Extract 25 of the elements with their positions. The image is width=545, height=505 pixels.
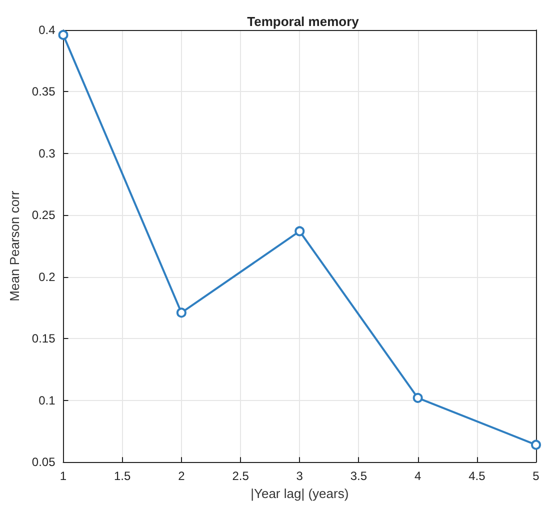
y-tick-label: 0.25 <box>32 208 56 222</box>
x-tick-label: 1.5 <box>114 469 132 484</box>
y-tick-label: 0.4 <box>38 23 56 37</box>
y-tick-label: 0.2 <box>38 270 56 284</box>
x-axis-title: |Year lag| (years) <box>250 486 349 501</box>
x-tick-label: 2.5 <box>232 469 250 484</box>
point <box>294 226 305 236</box>
x-tick-label: 2 <box>178 469 186 484</box>
x-tick-label: 4 <box>414 469 422 484</box>
y-tick-label: 0.1 <box>38 393 56 408</box>
y-tick-label: 0.05 <box>32 455 56 470</box>
y-tick-label: 0.15 <box>32 332 56 346</box>
x-tick-label: 4.5 <box>468 469 486 484</box>
y-tick-label: 0.3 <box>38 146 56 160</box>
x-tick-label: 1 <box>60 469 67 484</box>
y-axis-title: Mean Pearson corr <box>7 190 22 302</box>
y-tick-label: 0.35 <box>32 84 56 99</box>
chart-title: Temporal memory <box>247 14 360 29</box>
x-tick-label: 3.5 <box>350 469 368 484</box>
point <box>531 440 541 450</box>
point <box>412 392 423 403</box>
point <box>58 30 68 40</box>
point <box>176 308 186 318</box>
x-tick-label: 3 <box>296 469 304 484</box>
x-tick-label: 5 <box>532 469 540 484</box>
